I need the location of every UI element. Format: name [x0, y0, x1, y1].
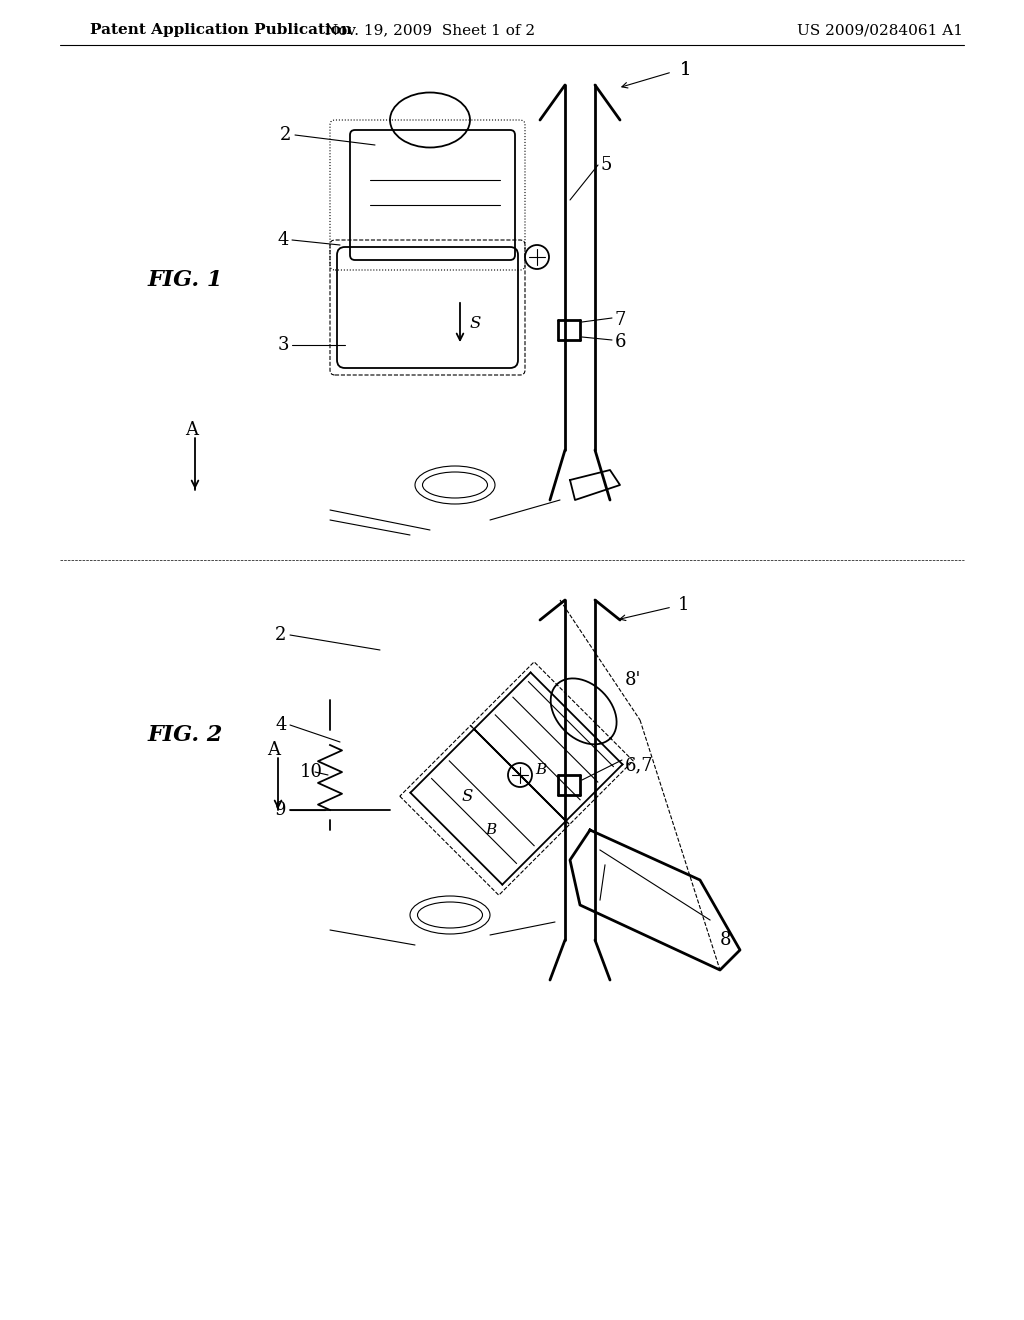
Text: Nov. 19, 2009  Sheet 1 of 2: Nov. 19, 2009 Sheet 1 of 2 [325, 22, 536, 37]
Text: 4: 4 [278, 231, 290, 249]
Text: A: A [267, 741, 280, 759]
Text: US 2009/0284061 A1: US 2009/0284061 A1 [797, 22, 963, 37]
Text: 2: 2 [280, 125, 292, 144]
Text: B: B [535, 763, 546, 777]
Text: 4: 4 [275, 715, 287, 734]
Text: 2: 2 [275, 626, 287, 644]
Text: A: A [185, 421, 198, 440]
Text: 3: 3 [278, 337, 290, 354]
Text: S: S [470, 314, 481, 331]
Text: FIG. 2: FIG. 2 [148, 723, 223, 746]
Text: 7: 7 [615, 312, 627, 329]
Text: 1: 1 [680, 61, 691, 79]
Text: FIG. 1: FIG. 1 [148, 269, 223, 290]
Text: B: B [485, 822, 497, 837]
Text: 5: 5 [600, 156, 611, 174]
Text: 1: 1 [678, 597, 689, 614]
Text: 9: 9 [275, 801, 287, 818]
Text: 10: 10 [300, 763, 323, 781]
Text: 8: 8 [720, 931, 731, 949]
Text: Patent Application Publication: Patent Application Publication [90, 22, 352, 37]
Text: 8': 8' [625, 671, 641, 689]
Text: 6,7: 6,7 [625, 756, 653, 774]
Text: 1: 1 [680, 61, 691, 79]
Text: 6: 6 [615, 333, 627, 351]
Text: S: S [462, 788, 473, 805]
